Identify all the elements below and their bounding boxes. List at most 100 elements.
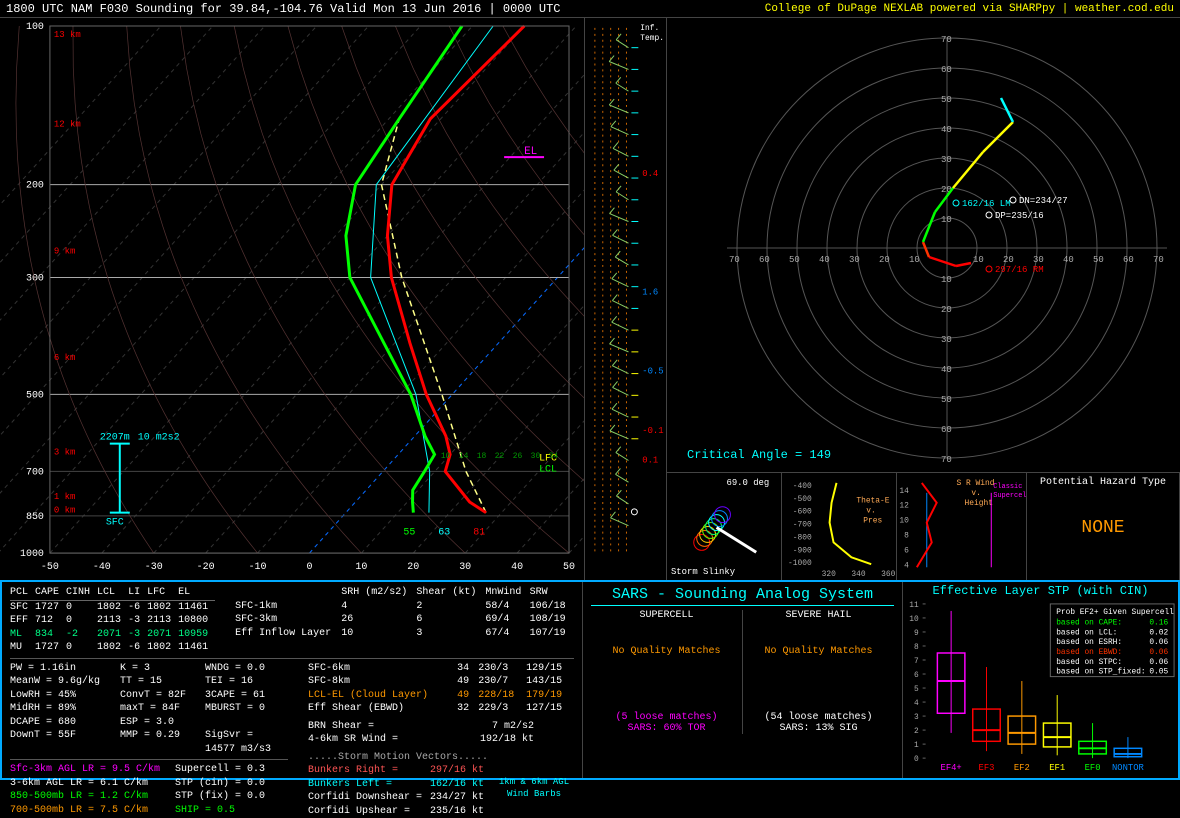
svg-text:0: 0 xyxy=(914,755,919,764)
svg-text:5: 5 xyxy=(914,685,919,694)
svg-text:10: 10 xyxy=(899,517,909,526)
main-row: 1002003005007008501000-50-40-30-20-10010… xyxy=(0,18,1180,580)
svg-text:9 km: 9 km xyxy=(54,246,76,256)
lapse-rates: Sfc-3km AGL LR = 9.5 C/kmSupercell = 0.3… xyxy=(10,763,288,817)
svg-text:based on EBWD:: based on EBWD: xyxy=(1056,648,1122,657)
svg-text:30: 30 xyxy=(849,255,860,265)
sars-hail-hdr: SEVERE HAIL xyxy=(743,610,894,621)
svg-text:60: 60 xyxy=(941,425,952,435)
svg-text:Prob EF2+ Given Supercell: Prob EF2+ Given Supercell xyxy=(1056,608,1174,617)
stp-boxplot: 01234567891011EF4+EF3EF2EF1EF0NONTORProb… xyxy=(903,600,1178,772)
svg-text:-400: -400 xyxy=(793,482,812,491)
svg-text:12 km: 12 km xyxy=(54,119,81,129)
svg-text:0.06: 0.06 xyxy=(1149,648,1168,657)
svg-text:50: 50 xyxy=(941,395,952,405)
svg-text:7: 7 xyxy=(914,657,919,666)
svg-text:50: 50 xyxy=(941,95,952,105)
sars-sc-msg: No Quality Matches xyxy=(591,646,742,657)
svg-text:500: 500 xyxy=(26,389,44,400)
hodograph-panel: 1010101020202020303030304040404050505050… xyxy=(667,18,1180,473)
svg-text:40: 40 xyxy=(819,255,830,265)
svg-text:30: 30 xyxy=(941,335,952,345)
svg-text:4: 4 xyxy=(904,561,909,570)
svg-text:0: 0 xyxy=(306,561,312,572)
hazard-label: Potential Hazard Type xyxy=(1027,473,1179,488)
srwind-svg: S R Windv.HeightClassicSupercell46810121… xyxy=(897,473,1026,579)
svg-text:Temp.: Temp. xyxy=(640,34,664,43)
svg-text:1: 1 xyxy=(914,741,919,750)
svg-text:12: 12 xyxy=(899,502,909,511)
svg-text:v.: v. xyxy=(866,507,876,516)
slinky-svg: 69.0 degStorm Slinky xyxy=(667,473,781,579)
svg-text:Critical Angle = 149: Critical Angle = 149 xyxy=(687,448,831,462)
svg-text:-10: -10 xyxy=(249,561,267,572)
svg-text:0.1: 0.1 xyxy=(642,455,658,465)
stp-title: Effective Layer STP (with CIN) xyxy=(903,582,1178,600)
svg-text:30: 30 xyxy=(459,561,471,572)
svg-text:0.05: 0.05 xyxy=(1149,668,1168,677)
svg-text:EF3: EF3 xyxy=(979,763,995,772)
svg-text:70: 70 xyxy=(941,455,952,465)
thetae-svg: Theta-Ev.Pres-400-500-600-700-800-900-10… xyxy=(782,473,896,579)
svg-text:-1000: -1000 xyxy=(788,559,812,568)
thetae-inset: Theta-Ev.Pres-400-500-600-700-800-900-10… xyxy=(782,473,897,580)
svg-text:1 km: 1 km xyxy=(54,492,76,502)
svg-text:70: 70 xyxy=(941,35,952,45)
svg-text:-700: -700 xyxy=(793,521,812,530)
sars-hail-loose: (54 loose matches) xyxy=(743,712,894,723)
srwind-inset: S R Windv.HeightClassicSupercell46810121… xyxy=(897,473,1027,580)
svg-text:20: 20 xyxy=(407,561,419,572)
svg-text:0.06: 0.06 xyxy=(1149,638,1168,647)
kinematics-extra: SFC-6km34230/3129/15SFC-8km49230/7143/15… xyxy=(308,662,574,818)
svg-text:Pres: Pres xyxy=(863,517,882,526)
svg-text:3 km: 3 km xyxy=(54,447,76,457)
svg-text:3: 3 xyxy=(914,713,919,722)
svg-text:0.06: 0.06 xyxy=(1149,658,1168,667)
inset-row: 69.0 degStorm Slinky Theta-Ev.Pres-400-5… xyxy=(667,473,1180,580)
svg-text:30: 30 xyxy=(531,452,541,461)
svg-text:EF0: EF0 xyxy=(1085,763,1101,772)
svg-text:60: 60 xyxy=(1123,255,1134,265)
svg-text:-600: -600 xyxy=(793,508,812,517)
svg-text:340: 340 xyxy=(851,570,865,579)
svg-text:10: 10 xyxy=(973,255,984,265)
svg-text:-0.1: -0.1 xyxy=(642,426,663,436)
svg-text:34: 34 xyxy=(549,452,559,461)
svg-text:60: 60 xyxy=(941,65,952,75)
svg-text:20: 20 xyxy=(879,255,890,265)
svg-text:-30: -30 xyxy=(145,561,163,572)
svg-text:LCL: LCL xyxy=(539,463,557,474)
svg-text:850: 850 xyxy=(26,511,44,522)
svg-text:26: 26 xyxy=(513,452,523,461)
svg-text:22: 22 xyxy=(495,452,505,461)
sounding-title: 1800 UTC NAM F030 Sounding for 39.84,-10… xyxy=(6,2,561,16)
svg-text:9: 9 xyxy=(914,629,919,638)
svg-text:20: 20 xyxy=(1003,255,1014,265)
thermo-params: PW = 1.16inK = 3WNDG = 0.0MeanW = 9.6g/k… xyxy=(10,662,288,757)
svg-text:NONTOR: NONTOR xyxy=(1112,763,1144,772)
svg-text:18: 18 xyxy=(477,452,487,461)
svg-text:SFC: SFC xyxy=(106,517,124,528)
skewt-plot: 1002003005007008501000-50-40-30-20-10010… xyxy=(0,18,584,579)
skewt-panel: 1002003005007008501000-50-40-30-20-10010… xyxy=(0,18,585,580)
svg-text:based on STP_fixed:: based on STP_fixed: xyxy=(1056,668,1145,677)
svg-text:0.4: 0.4 xyxy=(642,169,658,179)
svg-text:DN=234/27: DN=234/27 xyxy=(1019,196,1068,206)
bottom-panel: PCLCAPECINHLCLLILFCELSFC172701802-618021… xyxy=(0,580,1180,780)
svg-text:700: 700 xyxy=(26,466,44,477)
svg-text:100: 100 xyxy=(26,21,44,32)
parcel-table: PCLCAPECINHLCLLILFCELSFC172701802-618021… xyxy=(10,586,215,655)
svg-text:4: 4 xyxy=(914,699,919,708)
sars-panel: SARS - Sounding Analog System SUPERCELL … xyxy=(582,582,902,778)
svg-text:2207m: 2207m xyxy=(100,432,130,443)
svg-text:based on LCL:: based on LCL: xyxy=(1056,628,1117,637)
sars-hail-msg: No Quality Matches xyxy=(743,646,894,657)
storm-slinky-inset: 69.0 degStorm Slinky xyxy=(667,473,782,580)
svg-text:Theta-E: Theta-E xyxy=(856,497,889,506)
svg-text:EF4+: EF4+ xyxy=(941,763,962,772)
svg-text:DP=235/16: DP=235/16 xyxy=(995,211,1044,221)
svg-text:10: 10 xyxy=(909,615,919,624)
svg-text:55: 55 xyxy=(403,527,415,538)
svg-text:10: 10 xyxy=(355,561,367,572)
svg-text:based on CAPE:: based on CAPE: xyxy=(1056,619,1122,628)
